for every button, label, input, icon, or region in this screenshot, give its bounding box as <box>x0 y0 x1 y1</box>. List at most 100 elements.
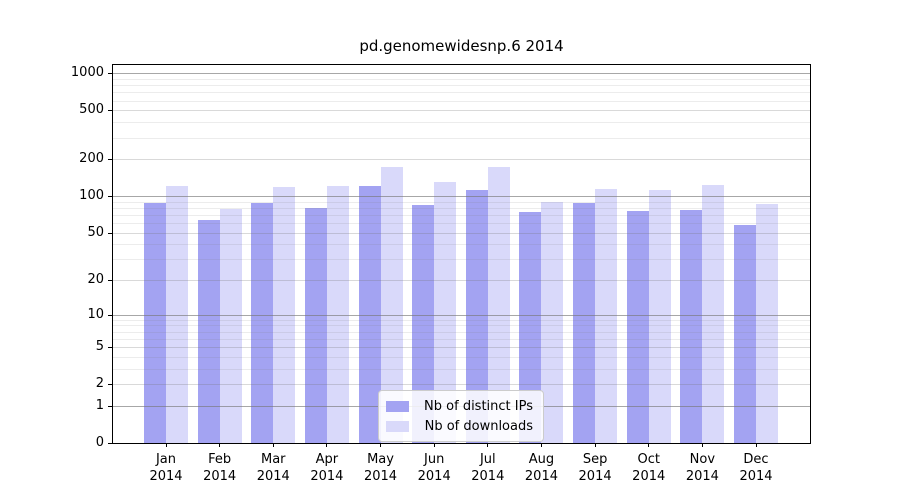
bar-downloads-nov <box>702 184 725 443</box>
bar-downloads-jan <box>166 185 188 443</box>
gridline-mid <box>113 159 810 161</box>
x-tick-label: Oct 2014 <box>621 451 677 485</box>
x-tick-mark <box>272 443 274 447</box>
gridline-minor <box>113 356 810 358</box>
x-tick-label: Sep 2014 <box>567 451 623 485</box>
legend-swatch-distinct-ips <box>386 400 409 412</box>
gridline-minor <box>113 331 810 333</box>
y-tick-label: 5 <box>95 339 104 355</box>
y-tick-mark <box>108 347 113 349</box>
x-tick-mark <box>755 443 757 447</box>
gridline-minor <box>113 92 810 94</box>
bar-downloads-aug <box>541 201 564 443</box>
x-tick-month: Oct <box>637 452 660 467</box>
gridline-minor <box>113 214 810 216</box>
y-tick-label: 100 <box>79 188 104 204</box>
y-tick-label: 20 <box>87 272 104 288</box>
bar-distinct-ips-nov <box>680 209 703 443</box>
gridline-minor <box>113 259 810 261</box>
gridline-minor <box>113 223 810 225</box>
y-tick-label: 200 <box>79 151 104 167</box>
y-tick-label: 50 <box>87 224 104 240</box>
gridline-major <box>113 196 810 198</box>
x-tick-label: Nov 2014 <box>674 451 730 485</box>
gridline-minor <box>113 325 810 327</box>
x-tick-mark <box>326 443 328 447</box>
legend-item-downloads: Nb of downloads <box>386 417 533 435</box>
y-tick-mark <box>108 232 113 234</box>
x-tick-label: Apr 2014 <box>299 451 355 485</box>
bar-distinct-ips-jul <box>465 190 488 443</box>
gridline-minor <box>113 78 810 80</box>
gridline-minor <box>113 100 810 102</box>
y-tick-label: 0 <box>95 435 104 450</box>
bar-downloads-jun <box>434 182 457 443</box>
legend-item-distinct-ips: Nb of distinct IPs <box>386 397 533 415</box>
gridline-minor <box>113 319 810 321</box>
x-tick-mark <box>701 443 703 447</box>
bar-distinct-ips-jun <box>412 204 435 443</box>
x-tick-label: Dec 2014 <box>728 451 784 485</box>
gridline-minor <box>113 137 810 139</box>
bar-downloads-sep <box>595 188 618 443</box>
x-tick-month: Aug <box>528 452 555 467</box>
x-tick-year: 2014 <box>203 469 237 484</box>
x-tick-label: May 2014 <box>353 451 409 485</box>
bar-distinct-ips-jan <box>144 203 166 443</box>
x-tick-mark <box>594 443 596 447</box>
bar-distinct-ips-dec <box>734 224 756 443</box>
x-tick-label: Jul 2014 <box>460 451 516 485</box>
x-tick-month: Jun <box>424 452 445 467</box>
y-tick-mark <box>108 443 113 444</box>
x-tick-year: 2014 <box>685 469 719 484</box>
bar-distinct-ips-feb <box>197 219 220 443</box>
x-tick-mark <box>380 443 382 447</box>
bar-downloads-dec <box>756 204 778 443</box>
y-tick-mark <box>108 159 113 161</box>
y-tick-mark <box>108 196 113 198</box>
x-tick-label: Feb 2014 <box>192 451 248 485</box>
y-tick-label: 10 <box>87 306 104 322</box>
chart-title: pd.genomewidesnp.6 2014 <box>359 37 564 55</box>
y-tick-mark <box>108 314 113 316</box>
gridline-major <box>113 314 810 316</box>
x-tick-year: 2014 <box>310 469 344 484</box>
x-tick-year: 2014 <box>363 469 398 484</box>
bar-downloads-oct <box>648 189 671 443</box>
x-tick-month: Apr <box>315 452 339 467</box>
bar-distinct-ips-oct <box>626 211 649 443</box>
x-tick-label: Jun 2014 <box>406 451 462 485</box>
gridline-minor <box>113 368 810 370</box>
gridline-mid <box>113 232 810 234</box>
y-tick-mark <box>108 384 113 386</box>
x-tick-mark <box>648 443 650 447</box>
x-tick-year: 2014 <box>149 469 183 484</box>
gridline-mid <box>113 384 810 386</box>
legend-label-downloads: Nb of downloads <box>424 418 533 434</box>
x-tick-mark <box>165 443 167 447</box>
x-tick-year: 2014 <box>739 469 773 484</box>
bar-downloads-jul <box>487 166 510 443</box>
x-tick-mark <box>219 443 221 447</box>
x-tick-month: Mar <box>261 452 286 467</box>
gridline-major <box>113 73 810 75</box>
x-tick-month: Jan <box>155 452 177 467</box>
bar-distinct-ips-aug <box>519 211 542 443</box>
gridline-mid <box>113 110 810 112</box>
x-tick-mark <box>540 443 542 447</box>
x-tick-year: 2014 <box>632 469 666 484</box>
bar-distinct-ips-mar <box>251 202 274 443</box>
bar-distinct-ips-apr <box>304 207 327 443</box>
x-tick-month: Feb <box>208 452 232 467</box>
bar-downloads-may <box>380 166 403 443</box>
x-tick-mark <box>487 443 489 447</box>
legend-swatch-downloads <box>386 420 409 432</box>
legend: Nb of distinct IPs Nb of downloads <box>378 390 544 442</box>
gridline-mid <box>113 280 810 282</box>
x-tick-year: 2014 <box>256 469 290 484</box>
y-tick-mark <box>108 110 113 112</box>
x-tick-year: 2014 <box>524 469 558 484</box>
x-tick-year: 2014 <box>578 469 612 484</box>
x-tick-year: 2014 <box>471 469 505 484</box>
